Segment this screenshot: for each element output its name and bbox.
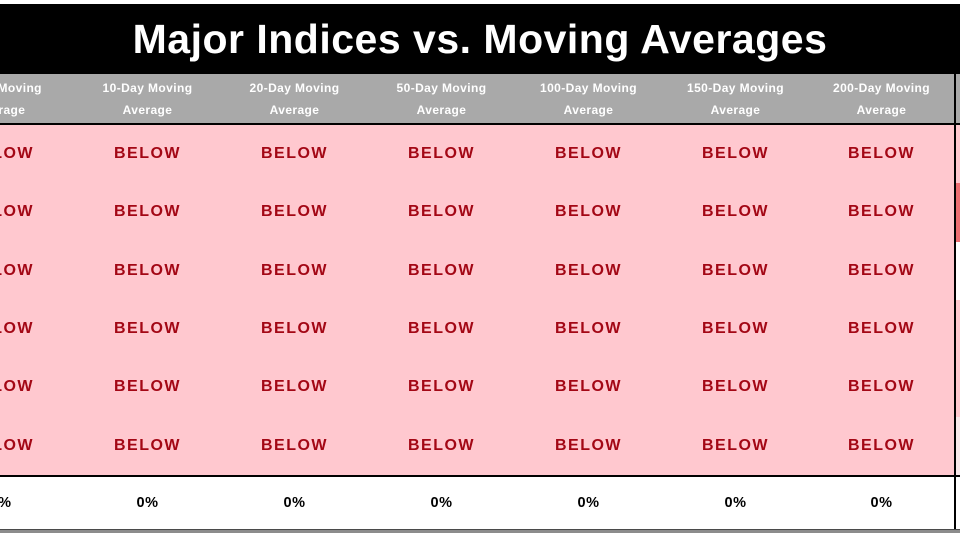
page-title: Major Indices vs. Moving Averages [132, 15, 828, 62]
table-row: BELOWBELOWBELOWBELOWBELOWBELOWBELOW [0, 125, 960, 184]
status-cell: BELOW [368, 358, 515, 417]
header-cell-200-day-moving: 200-Day Moving Average [809, 74, 956, 123]
status-cell: BELOW [74, 125, 221, 184]
header-line2: Average [416, 102, 467, 117]
next-column-sliver-cell [956, 183, 960, 242]
status-cell: BELOW [221, 416, 368, 475]
percent-cell: 0% [809, 476, 956, 529]
next-column-percent-sliver [956, 476, 960, 529]
status-cell: BELOW [662, 241, 809, 300]
status-cell: BELOW [74, 183, 221, 242]
header-line1: 10-Day Moving [102, 80, 193, 95]
next-column-header-sliver [956, 74, 960, 123]
title-bar: Major Indices vs. Moving Averages [0, 4, 960, 74]
percent-cell: 0% [0, 476, 74, 529]
header-line2: Average [563, 102, 614, 117]
status-cell: BELOW [368, 241, 515, 300]
status-cell: BELOW [368, 183, 515, 242]
status-cell: BELOW [221, 125, 368, 184]
table-row: BELOWBELOWBELOWBELOWBELOWBELOWBELOW [0, 416, 960, 475]
header-line1: 20-Day Moving [249, 80, 340, 95]
status-cell: BELOW [662, 125, 809, 184]
status-cell: BELOW [0, 183, 74, 242]
next-column-sliver-cell [956, 299, 960, 359]
status-cell: BELOW [809, 183, 956, 242]
status-cell: BELOW [662, 358, 809, 417]
percent-cell: 0% [515, 476, 662, 529]
status-cell: BELOW [74, 416, 221, 475]
status-cell: BELOW [368, 299, 515, 359]
next-column-sliver-cell [956, 125, 960, 184]
table-row: BELOWBELOWBELOWBELOWBELOWBELOWBELOW [0, 241, 960, 300]
status-cell: BELOW [368, 416, 515, 475]
status-cell: BELOW [809, 125, 956, 184]
header-line1: 100-Day Moving [540, 80, 637, 95]
percent-cell: 0% [221, 476, 368, 529]
status-cell: BELOW [515, 183, 662, 242]
percent-cell: 0% [662, 476, 809, 529]
next-column-sliver-cell [956, 416, 960, 475]
status-cell: BELOW [809, 299, 956, 359]
status-cell: BELOW [515, 241, 662, 300]
status-cell: BELOW [221, 241, 368, 300]
status-cell: BELOW [0, 299, 74, 359]
header-cell-100-day-moving: 100-Day Moving Average [515, 74, 662, 123]
header-cell-50-day-moving: 50-Day Moving Average [368, 74, 515, 123]
status-cell: BELOW [662, 416, 809, 475]
status-cell: BELOW [74, 299, 221, 359]
header-line2: Average [0, 102, 26, 117]
header-line2: Average [122, 102, 173, 117]
header-cell-5-day-moving: 5-Day Moving Average [0, 74, 74, 123]
header-line1: 150-Day Moving [687, 80, 784, 95]
status-cell: BELOW [221, 358, 368, 417]
status-cell: BELOW [74, 241, 221, 300]
header-line1: 50-Day Moving [396, 80, 487, 95]
status-cell: BELOW [515, 358, 662, 417]
table-row: BELOWBELOWBELOWBELOWBELOWBELOWBELOW [0, 183, 960, 242]
next-column-sliver-cell [956, 358, 960, 417]
status-cell: BELOW [0, 358, 74, 417]
status-cell: BELOW [0, 416, 74, 475]
status-cell: BELOW [515, 125, 662, 184]
table-bottom-border [0, 529, 960, 533]
status-cell: BELOW [74, 358, 221, 417]
header-cell-20-day-moving: 20-Day Moving Average [221, 74, 368, 123]
table-row: BELOWBELOWBELOWBELOWBELOWBELOWBELOW [0, 358, 960, 417]
percent-cell: 0% [74, 476, 221, 529]
percent-row: 0%0%0%0%0%0%0% [0, 474, 960, 529]
status-cell: BELOW [221, 299, 368, 359]
next-column-sliver-cell [956, 241, 960, 300]
header-line2: Average [856, 102, 907, 117]
header-cell-10-day-moving: 10-Day Moving Average [74, 74, 221, 123]
status-cell: BELOW [368, 125, 515, 184]
status-cell: BELOW [221, 183, 368, 242]
status-cell: BELOW [0, 241, 74, 300]
header-line1: 200-Day Moving [833, 80, 930, 95]
header-cell-150-day-moving: 150-Day Moving Average [662, 74, 809, 123]
status-cell: BELOW [662, 183, 809, 242]
status-cell: BELOW [515, 299, 662, 359]
status-cell: BELOW [809, 416, 956, 475]
header-line1: 5-Day Moving [0, 80, 42, 95]
header-line2: Average [269, 102, 320, 117]
status-cell: BELOW [809, 241, 956, 300]
table-row: BELOWBELOWBELOWBELOWBELOWBELOWBELOW [0, 299, 960, 359]
status-cell: BELOW [809, 358, 956, 417]
header-line2: Average [710, 102, 761, 117]
status-cell: BELOW [515, 416, 662, 475]
percent-cell: 0% [368, 476, 515, 529]
status-cell: BELOW [662, 299, 809, 359]
status-cell: BELOW [0, 125, 74, 184]
